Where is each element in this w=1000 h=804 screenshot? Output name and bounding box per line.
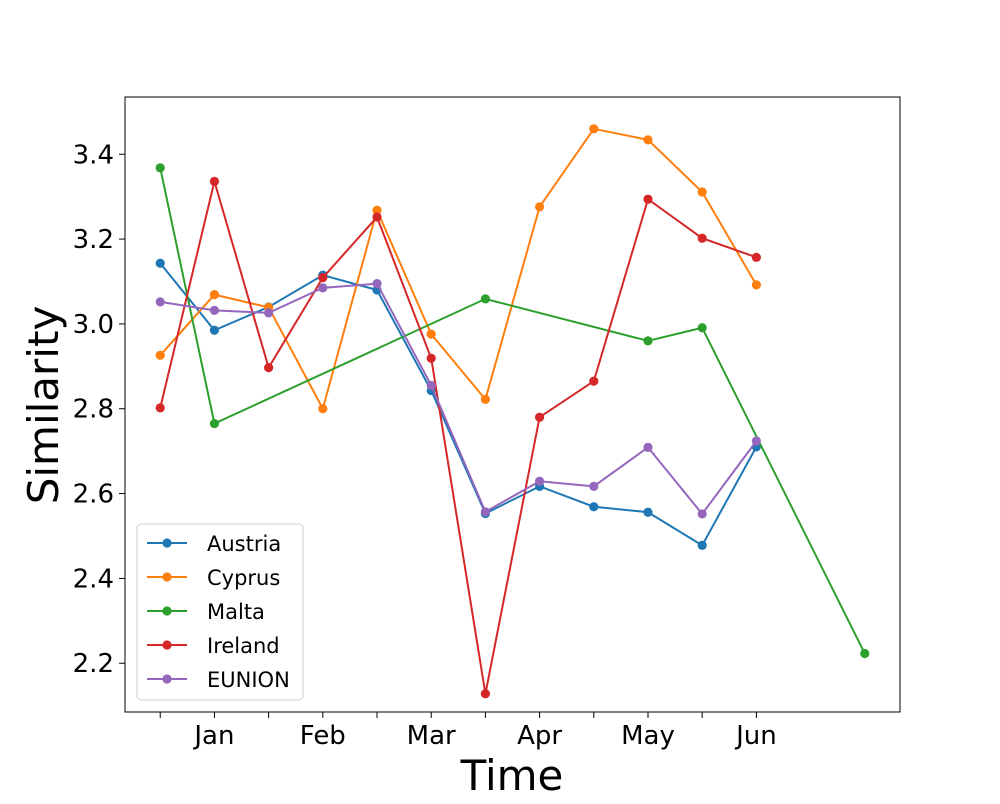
x-tick-label: Jan bbox=[192, 721, 234, 751]
data-point bbox=[209, 305, 220, 315]
y-tick-label: 3.2 bbox=[73, 225, 114, 255]
data-point bbox=[480, 507, 491, 517]
legend-item: Austria bbox=[147, 532, 281, 556]
legend: Austria Cyprus Malta Ireland EUNION bbox=[136, 523, 304, 701]
data-point bbox=[318, 273, 328, 283]
data-point bbox=[643, 194, 653, 204]
y-tick-label: 2.4 bbox=[73, 564, 114, 594]
legend-label: Austria bbox=[207, 532, 281, 556]
data-point bbox=[751, 280, 761, 290]
legend-item: Cyprus bbox=[147, 566, 280, 590]
y-tick-label: 2.2 bbox=[73, 649, 114, 679]
data-point bbox=[372, 212, 382, 222]
data-point bbox=[589, 481, 599, 491]
legend-label: Ireland bbox=[207, 634, 280, 658]
data-point bbox=[534, 412, 545, 422]
x-tick-label: Apr bbox=[517, 721, 562, 751]
data-point bbox=[534, 202, 545, 212]
data-point bbox=[697, 323, 707, 333]
series-line bbox=[159, 167, 866, 654]
legend-marker bbox=[162, 674, 172, 684]
data-point bbox=[643, 336, 653, 346]
y-tick-label: 3.4 bbox=[73, 140, 114, 170]
data-point bbox=[372, 279, 382, 289]
data-point bbox=[480, 689, 491, 699]
data-point bbox=[751, 252, 761, 262]
series-eunion bbox=[155, 279, 761, 519]
legend-frame bbox=[136, 523, 304, 701]
data-point bbox=[589, 376, 599, 386]
x-axis-ticks: Jan Feb Mar Apr May Jun bbox=[159, 712, 777, 751]
series-malta bbox=[155, 163, 870, 659]
x-axis-title: Time bbox=[460, 751, 564, 800]
data-point bbox=[426, 329, 436, 339]
data-point bbox=[155, 350, 165, 360]
series-layer bbox=[155, 124, 870, 699]
x-tick-label: Jun bbox=[734, 721, 777, 751]
data-point bbox=[426, 353, 436, 363]
data-point bbox=[426, 380, 436, 391]
series-line bbox=[159, 262, 758, 547]
data-point bbox=[318, 283, 328, 293]
data-point bbox=[697, 540, 707, 550]
legend-marker bbox=[162, 606, 172, 616]
data-point bbox=[589, 502, 599, 512]
data-point bbox=[155, 297, 165, 307]
y-tick-label: 3.0 bbox=[73, 310, 114, 340]
data-point bbox=[697, 233, 707, 243]
data-point bbox=[643, 507, 653, 517]
data-point bbox=[318, 404, 328, 414]
legend-item: Malta bbox=[147, 600, 265, 624]
legend-marker bbox=[162, 640, 172, 650]
data-point bbox=[264, 308, 274, 318]
legend-item: EUNION bbox=[147, 668, 290, 692]
series-ireland bbox=[155, 176, 761, 699]
data-point bbox=[264, 363, 274, 373]
data-point bbox=[372, 205, 382, 215]
data-point bbox=[155, 258, 165, 268]
legend-label: Cyprus bbox=[207, 566, 280, 590]
data-point bbox=[643, 135, 653, 145]
data-point bbox=[697, 187, 707, 197]
x-tick-label: Mar bbox=[407, 721, 456, 751]
data-point bbox=[480, 394, 491, 405]
series-line bbox=[160, 282, 758, 516]
legend-marker bbox=[162, 538, 172, 548]
legend-item: Ireland bbox=[147, 634, 280, 658]
legend-label: Malta bbox=[207, 600, 265, 624]
data-point bbox=[480, 294, 491, 304]
data-point bbox=[155, 403, 165, 413]
x-tick-label: May bbox=[621, 721, 675, 751]
y-tick-label: 2.6 bbox=[73, 480, 114, 510]
y-tick-label: 2.8 bbox=[73, 395, 114, 425]
series-line bbox=[159, 127, 758, 412]
data-point bbox=[534, 476, 545, 486]
data-point bbox=[209, 325, 220, 335]
legend-label: EUNION bbox=[207, 668, 290, 692]
legend-marker bbox=[162, 572, 172, 582]
series-line bbox=[159, 177, 757, 694]
data-point bbox=[860, 648, 870, 659]
data-point bbox=[589, 124, 599, 134]
y-axis-ticks: 2.2 2.4 2.6 2.8 3.0 3.2 3.4 bbox=[73, 140, 125, 679]
data-point bbox=[209, 418, 220, 429]
data-point bbox=[643, 442, 653, 452]
data-point bbox=[155, 163, 165, 173]
x-tick-label: Feb bbox=[300, 721, 346, 751]
data-point bbox=[697, 509, 707, 519]
data-point bbox=[751, 436, 761, 446]
data-point bbox=[209, 290, 220, 300]
data-point bbox=[209, 176, 220, 187]
y-axis-title: Similarity bbox=[19, 306, 68, 505]
